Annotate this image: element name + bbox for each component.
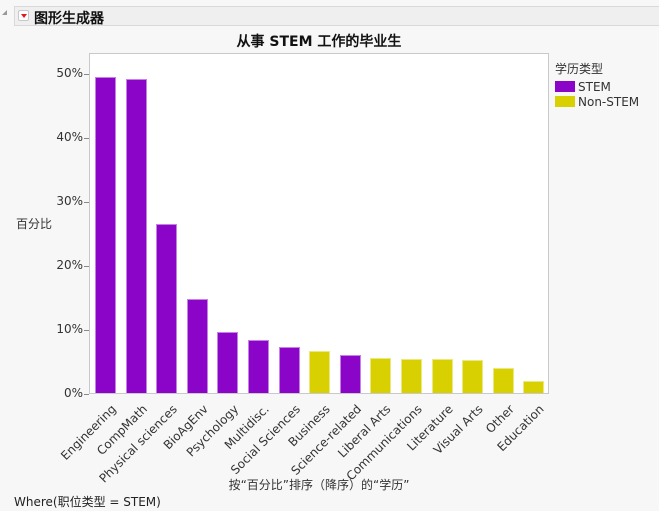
bar-science-related[interactable] (339, 354, 361, 393)
bar-business[interactable] (309, 351, 331, 393)
y-tick-mark (84, 138, 89, 139)
bar-compmath[interactable] (125, 78, 147, 393)
bar-literature[interactable] (431, 359, 453, 393)
bar-liberal-arts[interactable] (370, 357, 392, 393)
bar-education[interactable] (523, 381, 545, 393)
legend-item-non-stem[interactable]: Non-STEM (555, 95, 639, 109)
legend-label: STEM (578, 80, 611, 94)
bar-bioagenv[interactable] (186, 298, 208, 393)
bar-physical-sciences[interactable] (156, 224, 178, 393)
graph-builder-header: 图形生成器 (14, 6, 659, 27)
y-axis-label: 百分比 (16, 217, 53, 231)
legend-swatch-stem (555, 81, 575, 92)
y-tick-label: 50% (56, 66, 83, 80)
legend-label: Non-STEM (578, 95, 640, 109)
y-tick-mark (84, 330, 89, 331)
bar-psychology[interactable] (217, 332, 239, 393)
y-tick-label: 0% (63, 386, 83, 400)
bar-engineering[interactable] (95, 76, 116, 393)
bar-other[interactable] (492, 368, 514, 393)
y-tick-label: 30% (56, 194, 83, 208)
y-tick-mark (84, 394, 89, 395)
y-tick-label: 10% (56, 322, 83, 336)
bar-multidisc-[interactable] (248, 339, 269, 393)
red-triangle-menu-icon[interactable] (18, 10, 29, 21)
legend-item-stem[interactable]: STEM (555, 80, 611, 94)
y-tick-label: 20% (56, 258, 83, 272)
y-tick-mark (84, 266, 89, 267)
y-tick-label: 40% (56, 130, 83, 144)
bar-communications[interactable] (401, 359, 422, 393)
y-tick-mark (84, 74, 89, 75)
legend-swatch-non-stem (555, 96, 575, 107)
y-tick-mark (84, 202, 89, 203)
collapse-triangle-icon[interactable] (2, 10, 7, 15)
bar-social-sciences[interactable] (278, 346, 300, 393)
bar-visual-arts[interactable] (462, 359, 484, 393)
legend-title: 学历类型 (555, 62, 604, 76)
where-clause: Where(职位类型 = STEM) (14, 495, 161, 509)
chart-title: 从事 STEM 工作的毕业生 (236, 34, 402, 50)
report-title: 图形生成器 (34, 11, 104, 27)
plot-area (89, 53, 549, 394)
x-axis-title: 按“百分比”排序（降序）的“学历” (228, 478, 410, 492)
